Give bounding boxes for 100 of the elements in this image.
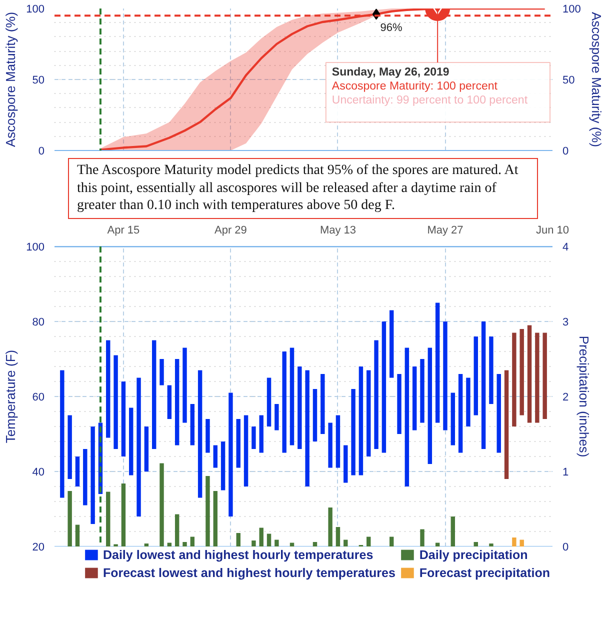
bar (366, 370, 371, 456)
bar (474, 336, 478, 415)
bar (190, 404, 195, 445)
bar (190, 536, 195, 546)
bar (274, 404, 279, 430)
bar (282, 351, 286, 452)
y2-tick-label: 0 (562, 541, 569, 553)
bar (336, 526, 340, 546)
bar (397, 374, 402, 434)
bar (512, 537, 516, 546)
y2-tick-label: 4 (562, 241, 569, 253)
bar (252, 426, 256, 448)
annotation: Ascospore Maturity: 100 percent (332, 80, 498, 92)
annotation: Sunday, May 26, 2019 (332, 66, 450, 78)
y2-axis-title: Precipitation (inches) (576, 335, 592, 457)
bar (305, 370, 310, 486)
bar (520, 328, 524, 415)
y-tick-label: 60 (32, 391, 45, 403)
bar (450, 516, 456, 546)
bar (160, 462, 164, 546)
annotation: Uncertainty: 99 percent to 100 percent (332, 94, 528, 106)
bar (344, 444, 348, 482)
bar (174, 514, 180, 546)
bar (144, 426, 149, 471)
bar (75, 456, 80, 486)
bar (213, 490, 218, 546)
bar (266, 377, 272, 426)
bar (259, 527, 264, 546)
bar (366, 536, 371, 546)
bar (420, 358, 424, 422)
x-tick-label: May 13 (320, 224, 356, 236)
y-tick-label: 80 (32, 316, 45, 328)
x-tick-label: May 27 (427, 224, 464, 236)
bar (174, 358, 180, 445)
bar (136, 377, 141, 516)
bar (90, 426, 95, 524)
bar (328, 422, 332, 468)
bar (259, 414, 264, 452)
bar (312, 542, 318, 546)
bar (466, 377, 470, 426)
bar (344, 539, 348, 546)
bar (121, 483, 126, 546)
bar (489, 543, 494, 546)
bar (312, 388, 318, 441)
bar (458, 374, 463, 452)
bar (290, 347, 294, 445)
bar (152, 340, 156, 448)
bar (236, 532, 240, 546)
legend-label: Forecast lowest and highest hourly temperatures (102, 566, 396, 580)
bar (182, 347, 187, 422)
y-tick-label: 20 (32, 541, 45, 553)
bar (390, 536, 394, 546)
y2-tick-label: 2 (562, 391, 569, 403)
bar (527, 324, 532, 422)
bar (542, 332, 547, 418)
bar (75, 524, 80, 546)
bar (160, 358, 164, 385)
y2-tick-label: 100 (562, 4, 581, 16)
bar (450, 392, 456, 445)
bar (129, 407, 134, 475)
bar (182, 542, 187, 546)
bar (298, 366, 302, 448)
bar (213, 444, 218, 468)
y-tick-label: 50 (32, 74, 45, 86)
bar (252, 540, 256, 546)
y-tick-label: 40 (32, 466, 45, 478)
bar (404, 347, 410, 486)
bar (496, 374, 501, 452)
y2-tick-label: 0 (562, 146, 569, 158)
bar (336, 414, 340, 468)
bar (420, 528, 424, 546)
y-axis-title: Temperature (F) (3, 349, 18, 443)
bar (206, 418, 210, 452)
bar (428, 347, 432, 464)
y-tick-label: 100 (26, 241, 45, 253)
bar (236, 418, 240, 468)
bar (435, 302, 440, 422)
bar (83, 448, 88, 505)
bar (390, 310, 394, 378)
bar (274, 539, 279, 546)
bar (328, 507, 332, 546)
bar (198, 370, 202, 498)
bar (535, 332, 540, 422)
bar (228, 392, 233, 516)
bar (474, 542, 478, 546)
bar (144, 543, 149, 546)
bar (68, 414, 72, 478)
bar (320, 374, 325, 434)
y2-tick-label: 50 (562, 74, 575, 86)
x-tick-label: Apr 15 (107, 224, 140, 236)
bar (121, 381, 126, 456)
y-axis-title: Ascospore Maturity (%) (3, 12, 18, 148)
bar (443, 321, 448, 430)
text: The Ascospore Maturity model predicts that 95% of the spores are matured. At this point, essentially all ascospores will be released after a daytime rain of greater than 0.10 inch with temperatures above 50 deg F. (77, 162, 520, 214)
x-tick-label: Jun 10 (536, 224, 570, 236)
bar (374, 340, 378, 448)
bar (504, 370, 509, 478)
bar (68, 490, 72, 546)
bar (167, 384, 172, 418)
y2-tick-label: 1 (562, 466, 569, 478)
